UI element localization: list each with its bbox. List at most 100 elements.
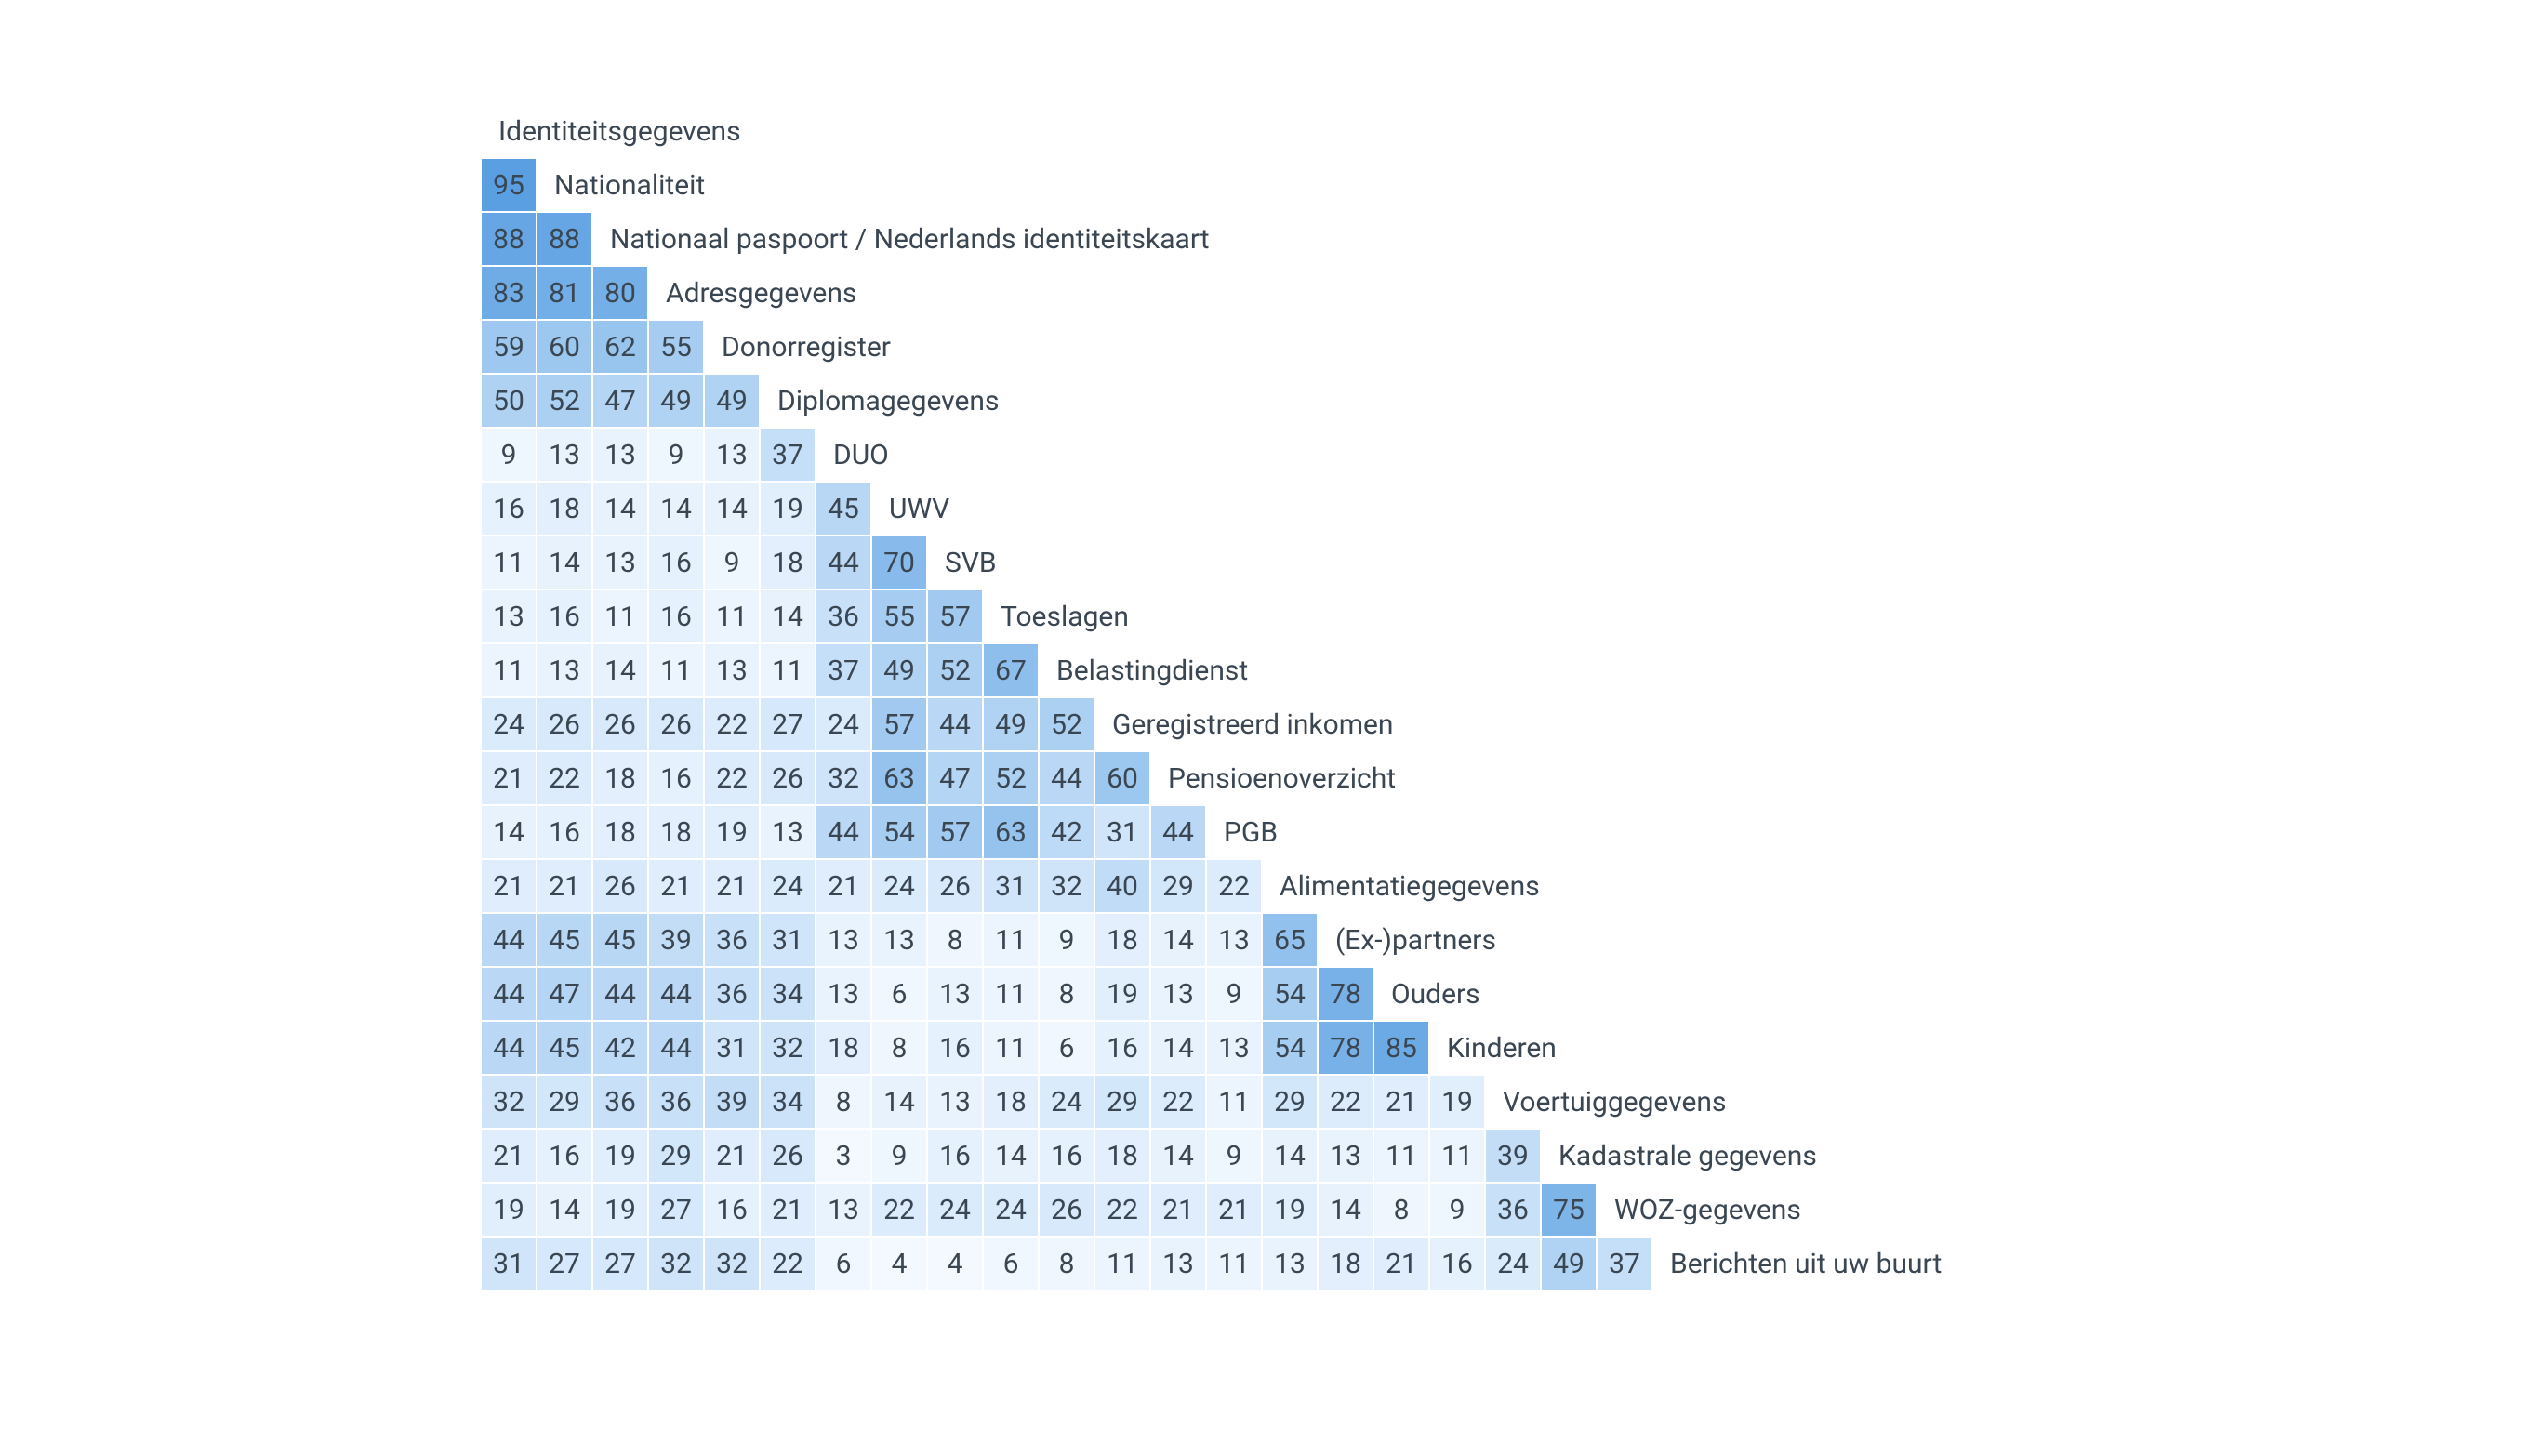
heatmap-cell: 55 bbox=[872, 590, 926, 642]
heatmap-cell: 11 bbox=[482, 644, 536, 696]
heatmap-cell: 11 bbox=[593, 590, 647, 642]
heatmap-cell: 9 bbox=[1207, 968, 1261, 1020]
heatmap-cell: 32 bbox=[761, 1022, 815, 1074]
heatmap-cell: 44 bbox=[649, 968, 703, 1020]
heatmap-cell: 44 bbox=[593, 968, 647, 1020]
row-label: Nationaal paspoort / Nederlands identite… bbox=[593, 223, 1210, 256]
heatmap-cell: 49 bbox=[1542, 1238, 1596, 1290]
heatmap-cell: 9 bbox=[1040, 914, 1094, 966]
heatmap-cell: 24 bbox=[816, 698, 870, 750]
heatmap-row: 21161929212639161416181491413111139Kadas… bbox=[482, 1129, 1942, 1183]
heatmap-cell: 16 bbox=[928, 1022, 982, 1074]
heatmap-row: 2426262622272457444952Geregistreerd inko… bbox=[482, 697, 1942, 751]
heatmap-cell: 16 bbox=[928, 1130, 982, 1182]
heatmap-cell: 32 bbox=[649, 1238, 703, 1290]
heatmap-cell: 13 bbox=[761, 806, 815, 858]
heatmap-cell: 21 bbox=[482, 1130, 536, 1182]
heatmap-cell: 8 bbox=[1040, 1238, 1094, 1290]
row-label: SVB bbox=[928, 547, 997, 579]
heatmap-cell: 81 bbox=[537, 267, 591, 319]
heatmap-cell: 39 bbox=[705, 1076, 759, 1128]
row-label: Donorregister bbox=[705, 331, 891, 364]
heatmap-cell: 45 bbox=[593, 914, 647, 966]
heatmap-cell: 21 bbox=[482, 860, 536, 912]
heatmap-cell: 52 bbox=[537, 375, 591, 427]
heatmap-row: 212218162226326347524460Pensioenoverzich… bbox=[482, 751, 1942, 805]
heatmap-cell: 27 bbox=[649, 1184, 703, 1236]
heatmap-cell: 57 bbox=[928, 590, 982, 642]
heatmap-cell: 18 bbox=[816, 1022, 870, 1074]
heatmap-cell: 13 bbox=[705, 429, 759, 481]
heatmap-cell: 21 bbox=[537, 860, 591, 912]
heatmap-cell: 24 bbox=[761, 860, 815, 912]
heatmap-row: 131611161114365557Toeslagen bbox=[482, 589, 1942, 643]
row-label: Kadastrale gegevens bbox=[1542, 1140, 1817, 1172]
heatmap-cell: 13 bbox=[1151, 968, 1205, 1020]
heatmap-cell: 21 bbox=[1151, 1184, 1205, 1236]
heatmap-cell: 26 bbox=[593, 698, 647, 750]
heatmap-cell: 29 bbox=[1095, 1076, 1149, 1128]
row-label: WOZ-gegevens bbox=[1598, 1194, 1801, 1226]
heatmap-cell: 13 bbox=[816, 1184, 870, 1236]
heatmap-row: 44474444363413613118191395478Ouders bbox=[482, 967, 1942, 1021]
heatmap-cell: 21 bbox=[761, 1184, 815, 1236]
row-label: DUO bbox=[816, 439, 889, 471]
heatmap-row: 59606255Donorregister bbox=[482, 320, 1942, 374]
heatmap-row: 14161818191344545763423144PGB bbox=[482, 805, 1942, 859]
heatmap-cell: 13 bbox=[705, 644, 759, 696]
heatmap-cell: 31 bbox=[705, 1022, 759, 1074]
heatmap-cell: 47 bbox=[537, 968, 591, 1020]
heatmap-cell: 16 bbox=[705, 1184, 759, 1236]
heatmap-cell: 11 bbox=[649, 644, 703, 696]
heatmap-cell: 11 bbox=[1430, 1130, 1484, 1182]
heatmap-cell: 27 bbox=[537, 1238, 591, 1290]
heatmap-cell: 49 bbox=[649, 375, 703, 427]
heatmap-cell: 36 bbox=[1486, 1184, 1540, 1236]
heatmap-cell: 34 bbox=[761, 1076, 815, 1128]
heatmap-cell: 6 bbox=[872, 968, 926, 1020]
heatmap-cell: 18 bbox=[761, 536, 815, 589]
heatmap-cell: 75 bbox=[1542, 1184, 1596, 1236]
heatmap-cell: 37 bbox=[761, 429, 815, 481]
heatmap-cell: 9 bbox=[649, 429, 703, 481]
heatmap-cell: 21 bbox=[1207, 1184, 1261, 1236]
heatmap-cell: 50 bbox=[482, 375, 536, 427]
heatmap-cell: 6 bbox=[816, 1238, 870, 1290]
heatmap-cell: 44 bbox=[816, 536, 870, 589]
row-label: Toeslagen bbox=[984, 601, 1129, 633]
heatmap-cell: 47 bbox=[593, 375, 647, 427]
heatmap-cell: 11 bbox=[1374, 1130, 1428, 1182]
heatmap-cell: 24 bbox=[482, 698, 536, 750]
heatmap-cell: 36 bbox=[593, 1076, 647, 1128]
heatmap-cell: 19 bbox=[593, 1130, 647, 1182]
heatmap-row: 16181414141945UWV bbox=[482, 482, 1942, 536]
heatmap-cell: 44 bbox=[482, 914, 536, 966]
row-label: Adresgegevens bbox=[649, 277, 856, 310]
heatmap-row: 3127273232226446811131113182116244937Ber… bbox=[482, 1237, 1942, 1291]
heatmap-cell: 19 bbox=[593, 1184, 647, 1236]
row-label: Ouders bbox=[1374, 978, 1480, 1011]
correlation-heatmap: Identiteitsgegevens 95Nationaliteit8888N… bbox=[482, 104, 1942, 1291]
heatmap-cell: 21 bbox=[705, 860, 759, 912]
heatmap-cell: 14 bbox=[537, 1184, 591, 1236]
heatmap-cell: 18 bbox=[984, 1076, 1038, 1128]
heatmap-cell: 13 bbox=[1263, 1238, 1317, 1290]
heatmap-cell: 40 bbox=[1095, 860, 1149, 912]
heatmap-cell: 24 bbox=[872, 860, 926, 912]
heatmap-cell: 16 bbox=[1040, 1130, 1094, 1182]
heatmap-cell: 52 bbox=[1040, 698, 1094, 750]
heatmap-cell: 36 bbox=[705, 914, 759, 966]
heatmap-cell: 11 bbox=[761, 644, 815, 696]
heatmap-cell: 22 bbox=[705, 698, 759, 750]
heatmap-cell: 55 bbox=[649, 321, 703, 373]
heatmap-cell: 19 bbox=[705, 806, 759, 858]
heatmap-cell: 88 bbox=[537, 213, 591, 265]
heatmap-cell: 63 bbox=[872, 752, 926, 804]
heatmap-cell: 14 bbox=[761, 590, 815, 642]
heatmap-cell: 22 bbox=[872, 1184, 926, 1236]
heatmap-cell: 44 bbox=[1040, 752, 1094, 804]
heatmap-cell: 36 bbox=[649, 1076, 703, 1128]
heatmap-cell: 36 bbox=[816, 590, 870, 642]
heatmap-cell: 18 bbox=[649, 806, 703, 858]
heatmap-cell: 21 bbox=[1374, 1076, 1428, 1128]
